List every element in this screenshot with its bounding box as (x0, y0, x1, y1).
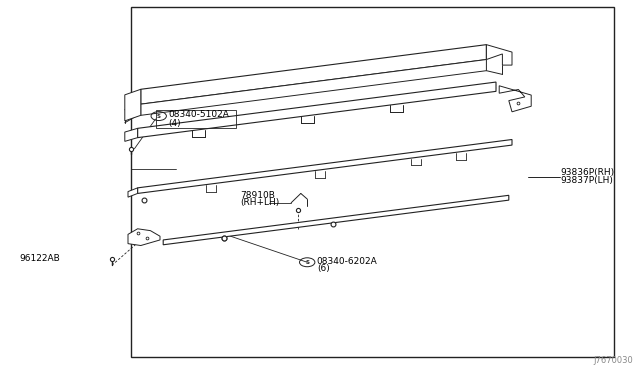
Polygon shape (141, 60, 486, 115)
Polygon shape (486, 45, 512, 65)
Polygon shape (128, 229, 160, 246)
Polygon shape (125, 89, 141, 121)
Polygon shape (138, 82, 496, 138)
Polygon shape (125, 128, 138, 141)
Polygon shape (141, 45, 486, 104)
Text: 78910B: 78910B (240, 191, 275, 200)
Bar (156, 110, 236, 128)
Text: S: S (305, 260, 309, 265)
Polygon shape (163, 195, 509, 245)
Text: 96122AB: 96122AB (19, 254, 60, 263)
Polygon shape (499, 86, 531, 112)
Text: 08340-6202A: 08340-6202A (317, 257, 378, 266)
Bar (131, 7, 614, 357)
Polygon shape (138, 140, 512, 193)
Text: (4): (4) (168, 119, 181, 128)
Text: 93836P(RH): 93836P(RH) (560, 169, 614, 177)
Text: S: S (157, 113, 161, 119)
Text: (6): (6) (317, 264, 330, 273)
Text: J7670030: J7670030 (594, 356, 634, 365)
Polygon shape (128, 188, 138, 197)
Text: 93837P(LH): 93837P(LH) (560, 176, 613, 185)
Text: 08340-5102A: 08340-5102A (168, 110, 229, 119)
Text: (RH+LH): (RH+LH) (240, 198, 279, 207)
